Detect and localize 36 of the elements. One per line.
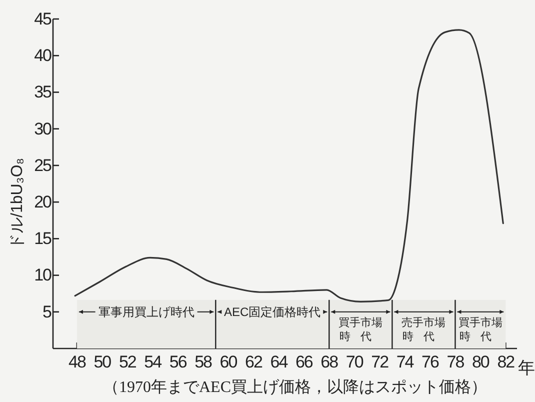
x-tick-label: 74 bbox=[396, 352, 414, 372]
y-tick-label: 20 bbox=[34, 192, 52, 212]
band-label: AEC固定価格時代 bbox=[224, 304, 321, 319]
y-tick-label: 40 bbox=[34, 46, 52, 66]
x-tick-label: 60 bbox=[220, 352, 238, 372]
y-axis-title: ドル/1bU₃O₈ bbox=[9, 158, 26, 250]
y-tick-label: 10 bbox=[34, 266, 52, 285]
x-tick-label: 70 bbox=[346, 352, 364, 372]
text: （1970年までAEC買上げ価格，以降はスポット価格） bbox=[103, 378, 487, 396]
y-tick-label: 35 bbox=[34, 82, 52, 102]
x-tick-label: 62 bbox=[245, 352, 262, 372]
y-tick-label: 30 bbox=[34, 119, 52, 138]
y-tick-label: 25 bbox=[34, 156, 52, 175]
x-tick-label: 50 bbox=[94, 352, 112, 372]
band-label: 売手市場時代 bbox=[402, 316, 446, 343]
x-axis-title: 年 bbox=[518, 358, 535, 378]
y-tick-label: 15 bbox=[34, 229, 52, 248]
x-tick-label: 78 bbox=[446, 352, 464, 372]
band-label: 買手市場時代 bbox=[338, 316, 383, 343]
band-label: 軍事用買上げ時代 bbox=[98, 304, 194, 319]
x-tick-label: 52 bbox=[118, 352, 136, 372]
x-tick-label: 48 bbox=[68, 352, 86, 372]
x-tick-label: 68 bbox=[320, 352, 338, 372]
band-label: 買手市場時代 bbox=[458, 316, 502, 343]
x-tick-label: 56 bbox=[169, 352, 187, 372]
y-tick-label: 5 bbox=[42, 302, 52, 322]
x-tick-label: 80 bbox=[472, 352, 490, 372]
x-tick-label: 54 bbox=[144, 352, 162, 372]
x-tick-label: 64 bbox=[270, 352, 288, 372]
x-tick-label: 76 bbox=[422, 352, 439, 372]
x-tick-label: 66 bbox=[295, 352, 313, 372]
y-tick-label: 45 bbox=[34, 9, 52, 28]
x-tick-label: 82 bbox=[497, 352, 515, 372]
x-tick-label: 58 bbox=[194, 352, 212, 372]
line-series bbox=[74, 29, 504, 302]
x-tick-label: 72 bbox=[371, 352, 389, 372]
